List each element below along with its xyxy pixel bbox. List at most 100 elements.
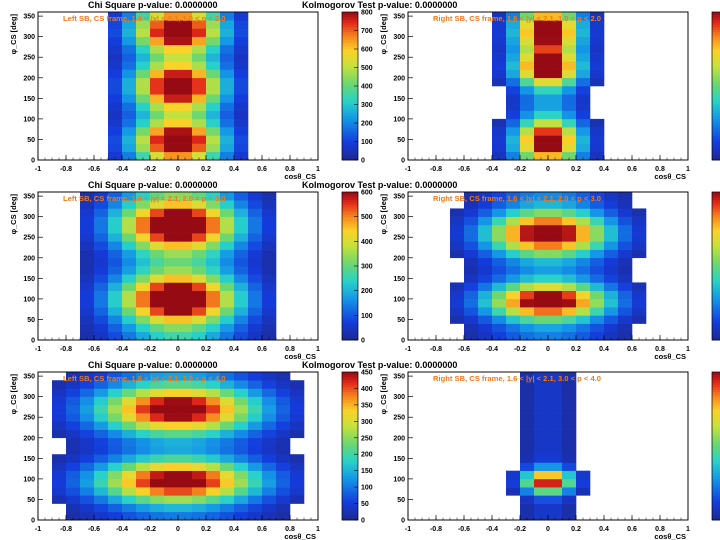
heatmap-cell: [206, 69, 221, 79]
heatmap-cell: [164, 429, 179, 439]
heatmap-cell: [520, 249, 535, 259]
heatmap-cell: [66, 462, 81, 471]
heatmap-cell: [150, 61, 165, 70]
heatmap-cell: [206, 86, 221, 95]
heatmap-cell: [206, 495, 221, 504]
heatmap-cell: [108, 274, 123, 283]
colorbar-step: [342, 423, 358, 427]
colorbar-step: [712, 226, 720, 230]
colorbar-tick-label: 700: [361, 28, 373, 35]
colorbar-step: [342, 418, 358, 422]
colorbar-step: [342, 453, 358, 457]
kolmogorov-label: Kolmogorov Test p-value: 0.0000000: [302, 180, 457, 190]
heatmap-cell: [576, 53, 591, 62]
heatmap-cell: [66, 388, 81, 397]
heatmap-cell: [206, 127, 221, 136]
colorbar-step: [712, 263, 720, 267]
colorbar-step: [712, 278, 720, 282]
heatmap-cell: [520, 12, 535, 21]
heatmap-cell: [108, 470, 123, 480]
heatmap-cell: [164, 470, 179, 480]
heatmap-cell: [136, 404, 151, 414]
colorbar-step: [712, 446, 720, 449]
heatmap-cell: [52, 478, 67, 488]
heatmap-cell: [150, 388, 165, 397]
colorbar-tick-label: 800: [361, 10, 373, 17]
colorbar-step: [342, 34, 358, 38]
heatmap-cell: [122, 396, 137, 406]
heatmap-cell: [80, 290, 95, 300]
heatmap-cell: [192, 298, 207, 308]
y-axis-title: φ_CS [deg]: [9, 374, 18, 415]
heatmap-cell: [234, 233, 249, 242]
heatmap-cell: [520, 143, 535, 153]
heatmap-cell: [506, 290, 521, 300]
heatmap-cell: [220, 192, 235, 201]
heatmap-cell: [276, 462, 291, 471]
x-tick-label: 1: [316, 346, 320, 353]
heatmap-cell: [192, 478, 207, 488]
x-tick-label: 0.8: [655, 346, 665, 353]
x-axis-title: cosθ_CS: [654, 532, 686, 540]
colorbar-step: [712, 507, 720, 511]
colorbar-step: [712, 268, 720, 272]
colorbar-step: [342, 327, 358, 331]
heatmap-cell: [206, 94, 221, 103]
heatmap-cell: [178, 470, 193, 480]
heatmap-cell: [220, 454, 235, 463]
colorbar-step: [342, 127, 358, 131]
x-tick-label: 0.6: [257, 166, 267, 173]
heatmap-cell: [66, 495, 81, 504]
heatmap-cell: [262, 404, 277, 414]
colorbar-step: [342, 29, 358, 33]
colorbar-step: [342, 86, 358, 89]
heatmap-cell: [164, 454, 179, 463]
heatmap-cell: [136, 110, 151, 120]
heatmap-cell: [220, 307, 235, 316]
heatmap-cell: [122, 413, 137, 422]
heatmap-cell: [562, 503, 577, 513]
heatmap-cell: [150, 274, 165, 283]
colorbar-step: [712, 115, 720, 119]
heatmap-cell: [534, 437, 549, 447]
y-axis-title: φ_CS [deg]: [9, 194, 18, 235]
heatmap-cell: [52, 462, 67, 471]
heatmap-cell: [220, 216, 235, 226]
heatmap-cell: [290, 396, 305, 406]
colorbar-step: [712, 483, 720, 486]
heatmap-cell: [262, 290, 277, 300]
heatmap-cell: [206, 429, 221, 439]
heatmap-cell: [276, 511, 291, 521]
heatmap-cell: [562, 192, 577, 201]
heatmap-cell: [262, 437, 277, 447]
chi-square-label: Chi Square p-value: 0.0000000: [88, 360, 218, 370]
heatmap-cell: [136, 266, 151, 275]
colorbar-step: [342, 63, 358, 67]
heatmap-cell: [178, 94, 193, 103]
colorbar-step: [342, 293, 358, 296]
heatmap-cell: [534, 274, 549, 283]
heatmap-cell: [562, 380, 577, 389]
heatmap-cell: [234, 470, 249, 480]
heatmap-cell: [206, 28, 221, 37]
heatmap-cell: [80, 315, 95, 324]
heatmap-cell: [192, 462, 207, 471]
heatmap-cell: [80, 233, 95, 242]
y-tick-label: 50: [397, 317, 405, 324]
heatmap-cell: [108, 151, 123, 161]
heatmap-cell: [506, 315, 521, 324]
colorbar-step: [342, 236, 358, 240]
heatmap-cell: [66, 503, 81, 513]
heatmap-cell: [164, 20, 179, 29]
colorbar-step: [342, 507, 358, 511]
colorbar-step: [342, 19, 358, 23]
heatmap-cell: [178, 503, 193, 513]
heatmap-cell: [136, 454, 151, 463]
heatmap-cell: [618, 216, 633, 226]
heatmap-cell: [192, 28, 207, 37]
heatmap-cell: [492, 208, 507, 217]
heatmap-cell: [262, 413, 277, 422]
heatmap-cell: [192, 421, 207, 430]
heatmap-cell: [150, 372, 165, 381]
